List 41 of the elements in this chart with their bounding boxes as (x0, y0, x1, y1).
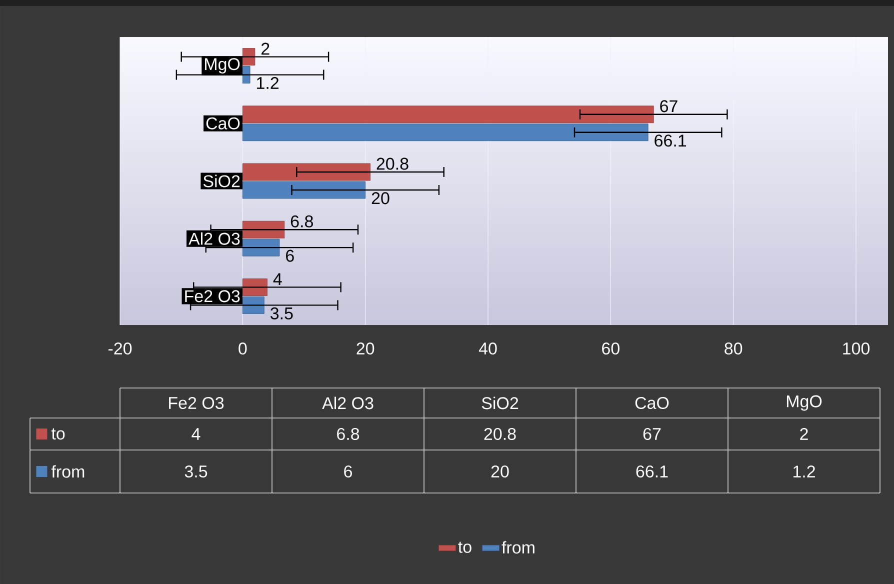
data-label: 66.1 (654, 134, 686, 147)
x-tick-label: -20 (108, 342, 132, 355)
legend-label: to (458, 542, 472, 553)
text: 20.8 (484, 428, 516, 440)
text: 2 (800, 428, 808, 440)
text: 6.8 (337, 428, 360, 440)
y-tick-label: Fe2 O3 (185, 290, 240, 302)
data-label: 3.5 (270, 307, 293, 320)
category-label: SiO2 (482, 396, 518, 410)
text: 3.5 (184, 465, 208, 478)
category-label: MgO (786, 395, 822, 411)
text: from (502, 541, 534, 554)
data-label: 4 (273, 273, 282, 285)
text: 66.1 (636, 465, 668, 478)
y-tick-label: SiO2 (203, 174, 240, 188)
text: 1.2 (793, 466, 815, 478)
category-label: Fe2 O3 (169, 396, 224, 410)
category-label: CaO (635, 396, 669, 410)
y-tick-label: CaO (206, 117, 240, 130)
category-label: Al2 O3 (322, 396, 374, 410)
data-label: 20.8 (376, 158, 408, 170)
data-label: 1.2 (257, 76, 279, 89)
text: 4 (192, 428, 200, 440)
x-tick-label: 40 (478, 342, 497, 355)
x-tick-label: 100 (843, 342, 870, 355)
text: 67 (643, 428, 661, 440)
x-tick-label: 60 (602, 342, 620, 355)
data-label: 6 (286, 250, 294, 262)
x-tick-label: 80 (724, 342, 742, 355)
data-label: 20 (372, 192, 390, 204)
text: 20 (491, 465, 509, 478)
x-tick-label: 20 (356, 342, 374, 355)
data-label: 6.8 (290, 215, 313, 228)
x-tick-label: 0 (238, 342, 247, 355)
text: to (51, 428, 65, 440)
data-label: 2 (262, 42, 270, 55)
text: 6 (344, 465, 352, 478)
data-label: 67 (660, 100, 678, 112)
legend-label: from (51, 465, 84, 478)
y-tick-label: MgO (205, 58, 240, 74)
y-tick-label: Al2 O3 (188, 232, 240, 245)
